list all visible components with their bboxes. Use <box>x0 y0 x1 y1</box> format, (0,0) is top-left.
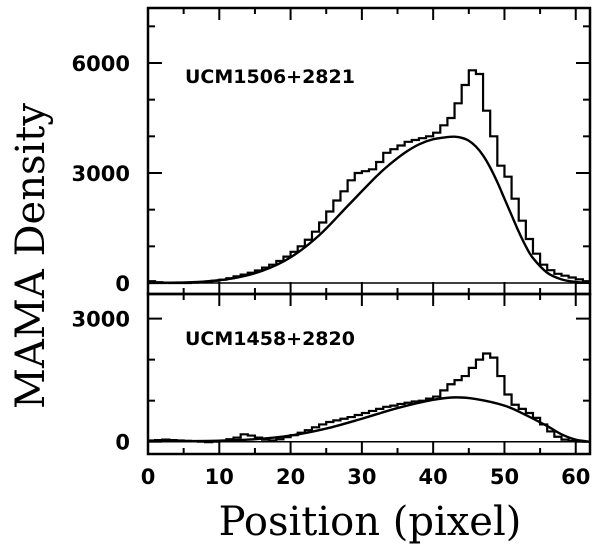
x-tick-label: 50 <box>490 465 519 489</box>
x-tick-label: 40 <box>419 465 448 489</box>
top-panel: 0 3000 6000 UCM1506+2821 <box>72 6 592 296</box>
top-y-tick-label: 6000 <box>72 52 130 76</box>
top-panel-title: UCM1506+2821 <box>185 66 355 88</box>
bottom-plot-frame <box>146 292 592 456</box>
x-axis-label: Position (pixel) <box>219 499 522 545</box>
x-tick-label: 60 <box>561 465 590 489</box>
x-tick-label: 20 <box>276 465 305 489</box>
y-axis-label: MAMA Density <box>8 103 54 409</box>
top-plot-frame <box>146 6 592 296</box>
top-y-tick-label: 0 <box>115 272 130 296</box>
x-tick-label: 0 <box>141 465 156 489</box>
bottom-y-tick-label: 0 <box>115 431 130 455</box>
top-fit-curve <box>147 135 591 285</box>
bottom-y-tick-label: 3000 <box>72 308 130 332</box>
x-tick-label: 30 <box>347 465 376 489</box>
bottom-panel: 0 10 20 30 40 50 60 0 3000 UCM1458+2820 <box>72 292 592 489</box>
top-y-tick-label: 3000 <box>72 162 130 186</box>
bottom-histogram-series <box>148 352 590 444</box>
top-histogram-series <box>148 69 590 285</box>
x-tick-label: 10 <box>205 465 234 489</box>
bottom-fit-curve <box>147 396 591 443</box>
bottom-panel-title: UCM1458+2820 <box>185 328 355 350</box>
